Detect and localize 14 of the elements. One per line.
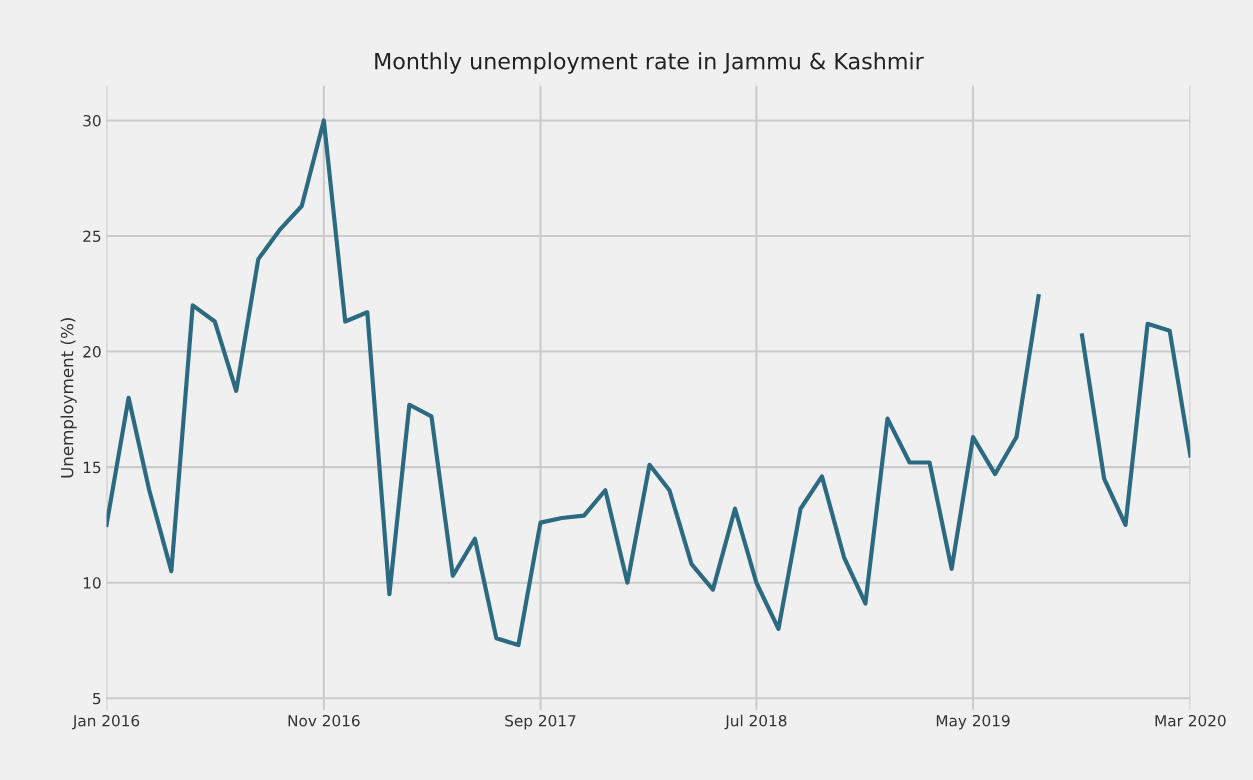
y-tick-label: 5 (93, 692, 101, 705)
x-tick-label: May 2019 (936, 714, 1010, 730)
y-axis-title: Unemployment (%) (60, 318, 77, 478)
y-tick-label: 25 (83, 230, 101, 243)
x-tick-label: Jan 2016 (72, 714, 140, 730)
x-tick-label: Mar 2020 (1155, 714, 1226, 727)
chart-title: Monthly unemployment rate in Jammu & Kashmir (375, 52, 924, 74)
y-tick-label: 15 (83, 461, 101, 474)
x-tick-label: Jul 2018 (724, 714, 787, 730)
y-tick-label: 30 (83, 114, 101, 127)
y-tick-label: 20 (83, 346, 101, 358)
x-tick-label: Nov 2016 (288, 714, 360, 727)
y-tick-label: 10 (83, 577, 101, 589)
x-tick-label: Sep 2017 (505, 714, 576, 730)
